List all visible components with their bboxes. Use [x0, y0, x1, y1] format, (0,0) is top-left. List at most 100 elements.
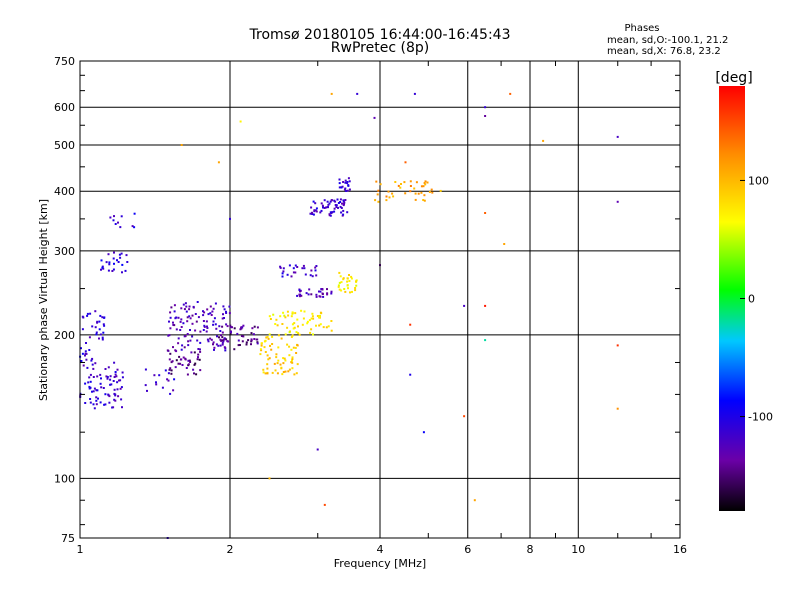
scatter-point — [414, 192, 417, 195]
scatter-point — [316, 448, 319, 451]
scatter-point — [109, 375, 112, 378]
scatter-point — [102, 331, 105, 334]
y-tick-label: 400 — [54, 185, 75, 198]
scatter-point — [185, 305, 188, 308]
scatter-point — [279, 265, 282, 268]
scatter-point — [100, 268, 102, 271]
scatter-point — [335, 204, 338, 207]
scatter-point — [315, 265, 318, 267]
scatter-point — [164, 369, 167, 372]
scatter-point — [112, 257, 115, 260]
scatter-point — [155, 383, 158, 386]
scatter-point — [227, 340, 230, 343]
y-tick-label: 75 — [61, 532, 75, 545]
scatter-point — [348, 280, 351, 282]
scatter-point — [153, 374, 156, 377]
scatter-point — [169, 316, 172, 319]
scatter-point — [206, 325, 208, 328]
scatter-point — [81, 352, 84, 355]
scatter-point — [616, 200, 619, 203]
scatter-point — [391, 192, 394, 195]
scatter-point — [328, 202, 331, 205]
scatter-point — [271, 335, 274, 338]
scatter-point — [221, 343, 224, 346]
scatter-point — [294, 264, 297, 267]
scatter-point — [318, 295, 321, 298]
scatter-point — [113, 388, 116, 391]
scatter-point — [417, 192, 420, 195]
scatter-point — [224, 349, 227, 352]
scatter-point — [114, 373, 117, 376]
scatter-point — [415, 181, 418, 184]
scatter-point — [117, 261, 120, 263]
scatter-point — [113, 392, 116, 395]
scatter-point — [175, 316, 178, 319]
scatter-point — [146, 389, 148, 392]
scatter-point — [106, 377, 109, 380]
scatter-point — [205, 320, 208, 323]
scatter-point — [318, 324, 321, 327]
scatter-point — [239, 120, 242, 123]
scatter-point — [116, 368, 119, 371]
scatter-point — [109, 378, 112, 381]
scatter-point — [108, 261, 111, 264]
scatter-point — [269, 318, 272, 320]
scatter-point — [169, 352, 172, 355]
scatter-point — [279, 315, 282, 318]
scatter-point — [347, 287, 349, 290]
scatter-point — [250, 340, 253, 343]
scatter-point — [283, 357, 286, 360]
scatter-point — [207, 340, 210, 343]
scatter-point — [187, 340, 190, 343]
scatter-point — [177, 337, 180, 340]
scatter-point — [219, 330, 222, 332]
scatter-point — [91, 325, 94, 328]
scatter-point — [177, 362, 180, 365]
y-tick-label: 300 — [54, 245, 75, 258]
scatter-point — [330, 320, 333, 322]
scatter-point — [116, 259, 118, 262]
scatter-point — [316, 315, 319, 317]
scatter-point — [191, 314, 194, 317]
scatter-point — [84, 350, 87, 353]
scatter-point — [113, 262, 115, 265]
scatter-point — [99, 333, 102, 336]
scatter-point — [266, 367, 269, 370]
scatter-point — [310, 293, 313, 296]
scatter-point — [307, 293, 310, 296]
scatter-point — [89, 386, 92, 389]
scatter-point — [180, 307, 183, 310]
scatter-point — [337, 202, 340, 204]
scatter-point — [354, 287, 357, 289]
scatter-point — [114, 394, 117, 397]
scatter-point — [223, 337, 226, 340]
scatter-point — [326, 288, 328, 291]
scatter-point — [225, 338, 228, 341]
scatter-point — [95, 331, 98, 334]
scatter-point — [185, 310, 188, 313]
scatter-point — [199, 350, 202, 353]
scatter-point — [297, 332, 300, 335]
scatter-point — [121, 263, 124, 266]
scatter-point — [311, 213, 314, 215]
scatter-point — [173, 378, 176, 381]
scatter-point — [189, 339, 192, 342]
scatter-point — [302, 264, 305, 267]
scatter-point — [114, 371, 117, 373]
scatter-point — [293, 373, 296, 376]
scatter-point — [125, 254, 128, 257]
scatter-point — [424, 183, 427, 186]
scatter-point — [322, 206, 324, 209]
scatter-point — [287, 370, 290, 373]
scatter-point — [374, 199, 377, 202]
scatter-point — [173, 304, 176, 307]
scatter-point — [215, 343, 218, 346]
scatter-point — [167, 379, 170, 382]
scatter-point — [101, 265, 104, 268]
scatter-point — [166, 378, 169, 381]
scatter-point — [96, 320, 99, 323]
scatter-point — [314, 209, 317, 212]
scatter-point — [241, 340, 244, 343]
scatter-point — [117, 395, 120, 398]
scatter-point — [191, 335, 194, 338]
